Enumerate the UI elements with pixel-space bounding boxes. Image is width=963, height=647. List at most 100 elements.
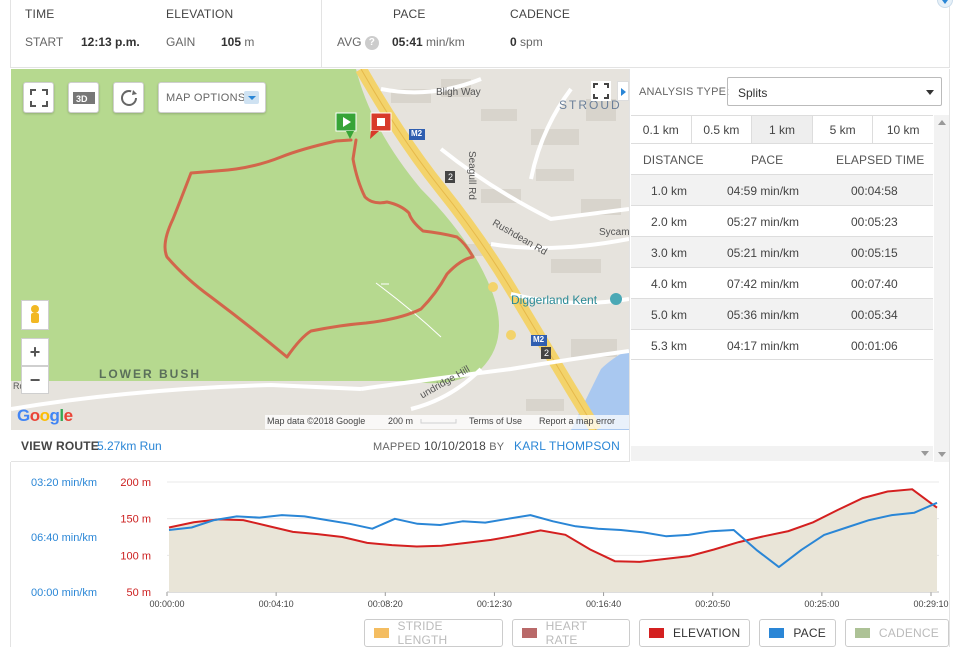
elevation-tick-label: 150 m xyxy=(120,514,151,526)
map-label-diggerland: Diggerland Kent xyxy=(511,293,598,307)
fullscreen-button[interactable] xyxy=(23,82,54,113)
elevation-tick-label: 200 m xyxy=(120,477,151,489)
pace-line xyxy=(168,501,938,569)
chart-legend: STRIDE LENGTH HEART RATE ELEVATION PACE CADE… xyxy=(364,619,949,647)
pace-tick-label: 06:40 min/km xyxy=(31,532,97,544)
map-options-label: MAP OPTIONS xyxy=(166,91,246,104)
segment-0-5km[interactable]: 0.5 km xyxy=(692,116,753,143)
gain-label: GAIN xyxy=(166,35,196,49)
author-link[interactable]: KARL THOMPSON xyxy=(514,439,620,453)
vertical-scrollbar[interactable] xyxy=(934,115,949,462)
pegman-icon xyxy=(31,305,39,323)
legend-swatch xyxy=(374,628,389,638)
legend-swatch xyxy=(769,628,785,638)
x-tick-label: 00:00:00 xyxy=(149,599,184,609)
legend-label: ELEVATION xyxy=(672,626,741,640)
collapse-button[interactable] xyxy=(937,0,953,8)
m2-shield-top: M2 xyxy=(411,129,423,138)
map-scale-text: 200 m xyxy=(388,416,414,426)
x-tick-label: 00:04:10 xyxy=(259,599,294,609)
route-map[interactable]: Bligh Way STROUD Seagull Rd Rushdean Rd … xyxy=(11,69,629,430)
svg-text:3D: 3D xyxy=(76,94,88,104)
scroll-down-icon[interactable] xyxy=(938,452,946,457)
pace-elevation-chart: 200 m 150 m 100 m 50 m 03:20 min/km 06:40 min… xyxy=(10,462,950,647)
gain-value: 105 m xyxy=(221,35,255,49)
google-logo: Google xyxy=(17,406,73,425)
zoom-in-button[interactable]: + xyxy=(21,338,49,366)
bottom-scroll[interactable] xyxy=(631,446,933,461)
table-row: 1.0 km 04:59 min/km 00:04:58 xyxy=(631,174,933,205)
map-footer: Map data ©2018 Google 200 m Terms of Use… xyxy=(11,413,629,430)
segment-5km[interactable]: 5 km xyxy=(813,116,874,143)
pace-tick-label: 00:00 min/km xyxy=(31,587,97,599)
elevation-area xyxy=(169,489,937,592)
table-row: 4.0 km 07:42 min/km 00:07:40 xyxy=(631,267,933,298)
scroll-down-icon[interactable] xyxy=(921,451,929,456)
analysis-type-select[interactable]: Splits xyxy=(727,77,942,106)
analysis-type-label: ANALYSIS TYPE: xyxy=(639,86,730,98)
street-view-pegman[interactable] xyxy=(21,300,49,330)
legend-label: PACE xyxy=(793,626,826,640)
segment-1km[interactable]: 1 km xyxy=(752,116,813,143)
col-distance: DISTANCE xyxy=(643,153,704,167)
report-error-link[interactable]: Report a map error xyxy=(539,416,616,426)
avg-label: AVG ? xyxy=(337,35,379,50)
map-label-strood: STROUD xyxy=(559,98,622,112)
avg-pace: 05:41 min/km xyxy=(392,35,465,49)
help-icon[interactable]: ? xyxy=(364,36,379,50)
view-route-label: VIEW ROUTE xyxy=(21,439,100,453)
pace-tick-label: 03:20 min/km xyxy=(31,477,97,489)
segment-0-1km[interactable]: 0.1 km xyxy=(631,116,692,143)
3d-button[interactable]: 3D xyxy=(68,82,99,113)
m2-shield-bottom: M2 xyxy=(533,335,545,344)
col-pace: PACE xyxy=(751,153,784,167)
map-data-text: Map data ©2018 Google xyxy=(267,416,366,426)
route-name-link[interactable]: 5.27km Run xyxy=(97,439,162,453)
panel-toggle-button[interactable] xyxy=(617,81,629,101)
map-label-left-edge: Rd xyxy=(13,381,25,391)
google-fullscreen-button[interactable] xyxy=(591,81,611,101)
legend-swatch xyxy=(648,628,664,638)
segment-10km[interactable]: 10 km xyxy=(886,123,920,137)
chevron-down-icon xyxy=(244,91,259,104)
legend-swatch xyxy=(522,628,537,638)
legend-swatch xyxy=(854,628,870,638)
table-row: 5.3 km 04:17 min/km 00:01:06 xyxy=(631,329,933,360)
x-tick-label: 00:25:00 xyxy=(804,599,839,609)
x-tick-label: 00:29:10 xyxy=(913,599,948,609)
rotate-button[interactable] xyxy=(113,82,144,113)
legend-label: CADENCE xyxy=(878,626,939,640)
table-row: 2.0 km 05:27 min/km 00:05:23 xyxy=(631,205,933,236)
col-elapsed: ELAPSED TIME xyxy=(836,153,925,167)
analysis-panel: ANALYSIS TYPE: Splits 0.1 km 0.5 km 1 km… xyxy=(629,69,950,462)
legend-label: HEART RATE xyxy=(545,619,587,647)
legend-stride-length-button[interactable]: STRIDE LENGTH xyxy=(364,619,504,647)
map-label-lower-bush: LOWER BUSH xyxy=(99,367,201,381)
fullscreen-icon xyxy=(593,83,609,99)
scroll-up-icon[interactable] xyxy=(938,120,946,125)
rotate-icon xyxy=(120,89,137,106)
legend-elevation-button[interactable]: ELEVATION xyxy=(638,619,751,647)
stats-bar: TIME ELEVATION PACE CADENCE START 12:13 … xyxy=(10,0,953,68)
elevation-line xyxy=(168,488,938,563)
map-label-seagull-rd: Seagull Rd xyxy=(466,151,477,200)
map-options-dropdown[interactable]: MAP OPTIONS xyxy=(158,82,266,113)
map-label-sycam: Sycam xyxy=(599,227,629,238)
junction-top: 2 xyxy=(448,172,454,182)
legend-pace-button[interactable]: PACE xyxy=(759,619,836,647)
x-tick-label: 00:12:30 xyxy=(477,599,512,609)
zoom-out-button[interactable]: − xyxy=(21,366,49,394)
start-time: 12:13 p.m. xyxy=(81,35,140,49)
split-segments: 0.1 km 0.5 km 1 km 5 km 10 km xyxy=(631,115,933,144)
terms-link[interactable]: Terms of Use xyxy=(469,416,523,426)
pace-header: PACE xyxy=(393,7,426,21)
3d-icon: 3D xyxy=(72,91,95,104)
elevation-tick-label: 50 m xyxy=(127,587,151,599)
mapped-info: MAPPED 10/10/2018 BY xyxy=(373,439,505,453)
table-row: 3.0 km 05:21 min/km 00:05:15 xyxy=(631,236,933,267)
legend-cadence-button[interactable]: CADENCE xyxy=(844,619,949,647)
x-tick-label: 00:08:20 xyxy=(368,599,403,609)
time-header: TIME xyxy=(25,7,55,21)
map-label-bligh-way: Bligh Way xyxy=(436,87,481,98)
legend-heart-rate-button[interactable]: HEART RATE xyxy=(512,619,630,647)
